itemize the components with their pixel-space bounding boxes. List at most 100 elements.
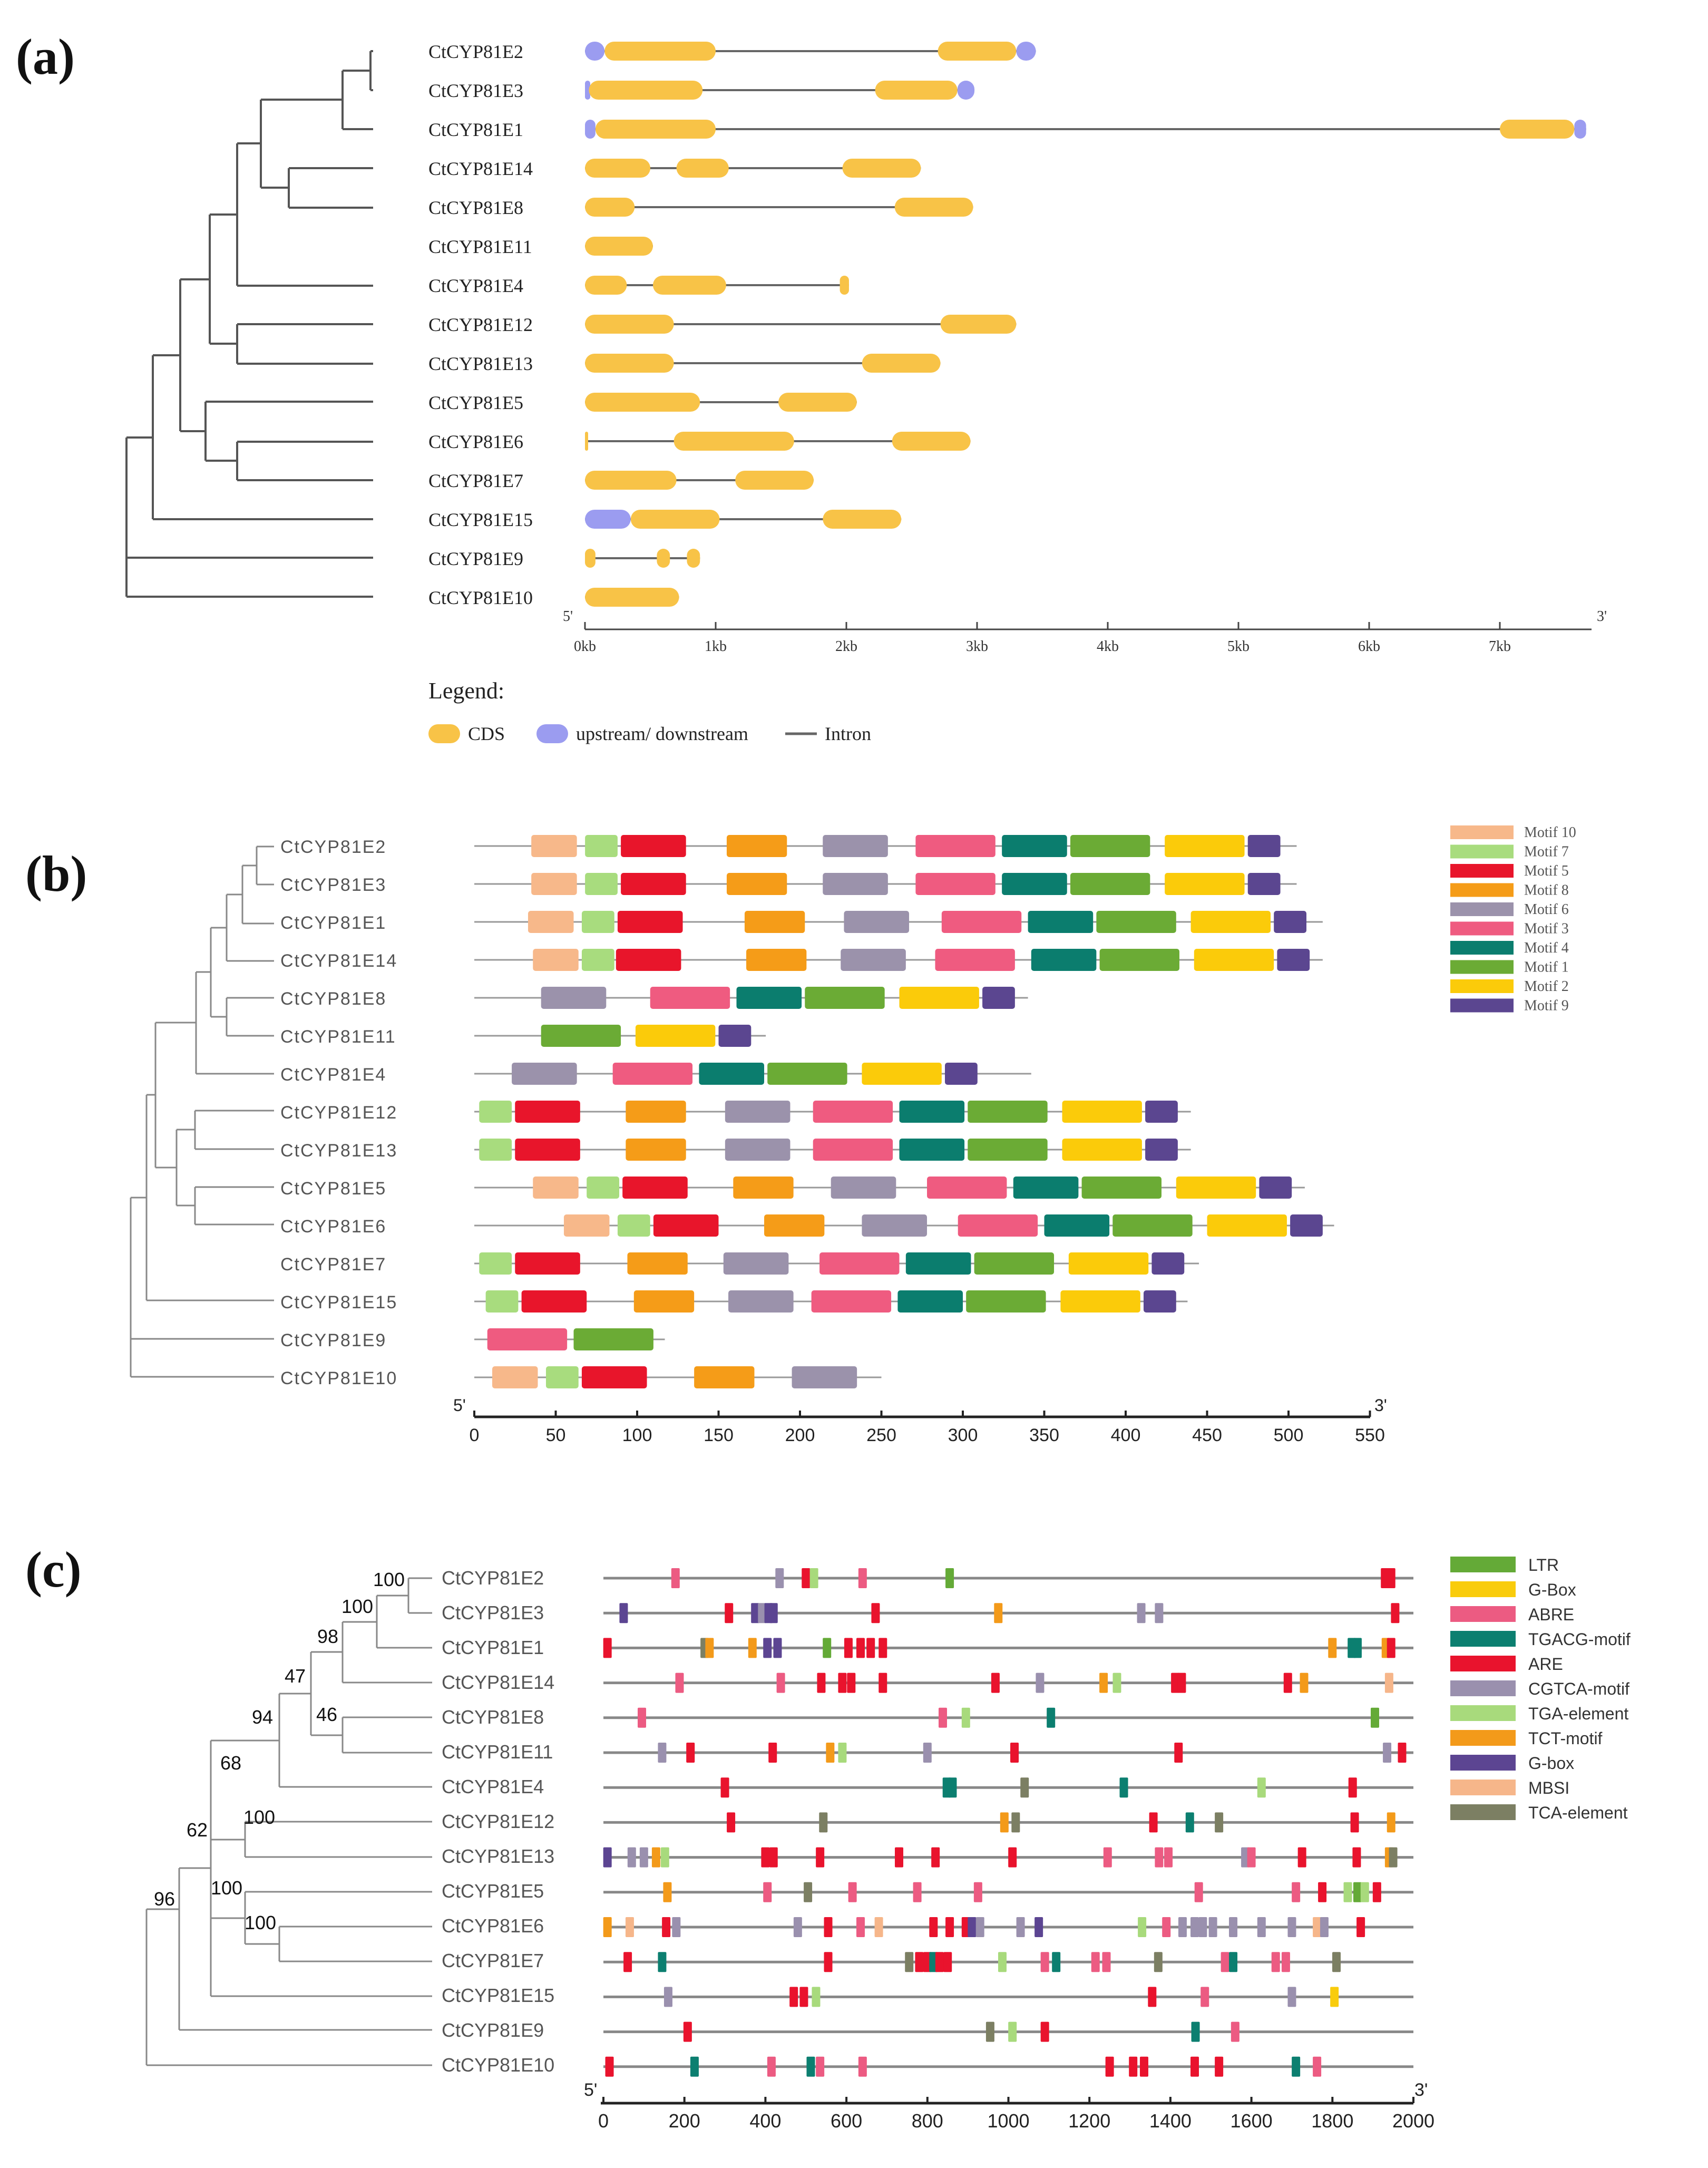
- motif-box: [841, 949, 906, 971]
- element-box: [1287, 1987, 1296, 2007]
- element-box: [838, 1673, 847, 1693]
- motif-box: [581, 1366, 647, 1388]
- gene-label: CtCYP81E2: [280, 837, 386, 857]
- cds-segment: [778, 393, 857, 412]
- motif-box: [897, 1290, 963, 1313]
- element-box: [1229, 1952, 1238, 1972]
- utr-segment: [585, 510, 631, 529]
- motif-box: [573, 1328, 653, 1350]
- motif-box: [945, 1063, 978, 1085]
- promoter-CtCYP81E4: [603, 1777, 1413, 1798]
- element-box: [1353, 1638, 1362, 1658]
- element-box: [1011, 1812, 1020, 1833]
- motif-box: [533, 1177, 579, 1199]
- gene-label: CtCYP81E3: [442, 1602, 544, 1623]
- element-box: [1328, 1638, 1337, 1658]
- cds-segment: [585, 471, 677, 490]
- gene-label: CtCYP81E5: [428, 392, 523, 413]
- element-box: [1356, 1917, 1365, 1937]
- gene-structure-CtCYP81E6: [585, 432, 971, 451]
- motif-box: [653, 1214, 719, 1237]
- element-box: [1040, 1952, 1049, 1972]
- element-box: [1008, 1847, 1017, 1868]
- gene-label: CtCYP81E5: [280, 1179, 386, 1199]
- gene-label: CtCYP81E8: [428, 197, 523, 218]
- element-box: [1231, 2021, 1239, 2042]
- motif-box: [479, 1139, 512, 1161]
- element-box: [638, 1707, 647, 1728]
- motif-box: [1070, 835, 1150, 857]
- motif-box: [974, 1252, 1055, 1275]
- cds-segment: [735, 471, 814, 490]
- element-box: [1198, 1917, 1207, 1937]
- motif-box: [1031, 949, 1097, 971]
- motif-box: [1145, 1101, 1178, 1123]
- motif-box: [1099, 949, 1179, 971]
- bootstrap-value: 100: [245, 1912, 276, 1933]
- promoter-CtCYP81E11: [603, 1743, 1413, 1763]
- element-box: [1387, 1568, 1395, 1588]
- motif-box: [621, 835, 686, 857]
- motif-box: [1176, 1177, 1256, 1199]
- bootstrap-value: 100: [211, 1877, 242, 1899]
- gene-label: CtCYP81E15: [428, 509, 533, 530]
- gene-structure-CtCYP81E12: [585, 315, 1017, 334]
- legend-swatch: [1450, 998, 1514, 1013]
- cds-segment: [585, 549, 596, 568]
- legend-swatch: [1450, 979, 1514, 993]
- axis-5prime: 5': [584, 2080, 597, 2100]
- gene-label: CtCYP81E10: [428, 587, 533, 608]
- element-box: [1020, 1777, 1029, 1798]
- element-box: [1091, 1952, 1100, 1972]
- axis-tick-label: 800: [912, 2110, 943, 2132]
- legend-label: Motif 8: [1524, 882, 1569, 899]
- gene-label: CtCYP81E6: [442, 1915, 544, 1937]
- element-box: [1383, 1743, 1392, 1763]
- element-box: [804, 1882, 813, 1902]
- element-box: [931, 1847, 940, 1868]
- utr-segment: [585, 81, 590, 100]
- motif-box: [1112, 1214, 1193, 1237]
- legend-label: TGACG-motif: [1528, 1630, 1631, 1649]
- motif-box: [915, 835, 995, 857]
- motif-box: [968, 1101, 1048, 1123]
- motif-box: [621, 873, 686, 895]
- element-box: [1036, 1673, 1045, 1693]
- element-box: [1332, 1952, 1341, 1972]
- gene-label: CtCYP81E7: [442, 1950, 544, 1971]
- legend-cds-label: CDS: [468, 723, 505, 744]
- motif-box: [899, 1139, 965, 1161]
- motif-box: [612, 1063, 693, 1085]
- cds-segment: [842, 159, 921, 178]
- legend-label: Motif 10: [1524, 824, 1576, 841]
- bootstrap-value: 100: [373, 1569, 405, 1590]
- motif-box: [581, 949, 614, 971]
- motif-box: [728, 1290, 794, 1313]
- panel-a-gene-labels: CtCYP81E2 CtCYP81E3 CtCYP81E1 CtCYP81E14…: [428, 41, 533, 608]
- panel-a-axis: 0kb 1kb 2kb 3kb 4kb 5kb 6kb 7kb 5' 3': [563, 608, 1607, 655]
- legend-swatch: [1450, 1557, 1516, 1572]
- cds-segment: [674, 432, 794, 451]
- gene-label: CtCYP81E1: [428, 119, 523, 140]
- motif-box: [479, 1101, 512, 1123]
- element-box: [1271, 1952, 1280, 1972]
- element-box: [1099, 1673, 1108, 1693]
- motif-box: [1002, 835, 1067, 857]
- cds-segment: [585, 237, 653, 256]
- legend-label: Motif 1: [1524, 959, 1569, 976]
- axis-tick-label: 1800: [1311, 2110, 1353, 2132]
- motif-box: [617, 1214, 650, 1237]
- bootstrap-value: 68: [220, 1752, 241, 1774]
- motif-box: [844, 911, 910, 933]
- legend-label: LTR: [1528, 1555, 1559, 1574]
- element-box: [1047, 1707, 1056, 1728]
- motif-box: [587, 1177, 620, 1199]
- promoter-CtCYP81E1: [603, 1638, 1413, 1658]
- element-box: [1281, 1952, 1290, 1972]
- cds-segment: [875, 81, 958, 100]
- promoter-CtCYP81E10: [603, 2056, 1413, 2077]
- motif-box: [899, 987, 979, 1009]
- motif-box: [1002, 873, 1067, 895]
- gene-structure-CtCYP81E15: [585, 510, 902, 529]
- axis-tick-label: 600: [831, 2110, 862, 2132]
